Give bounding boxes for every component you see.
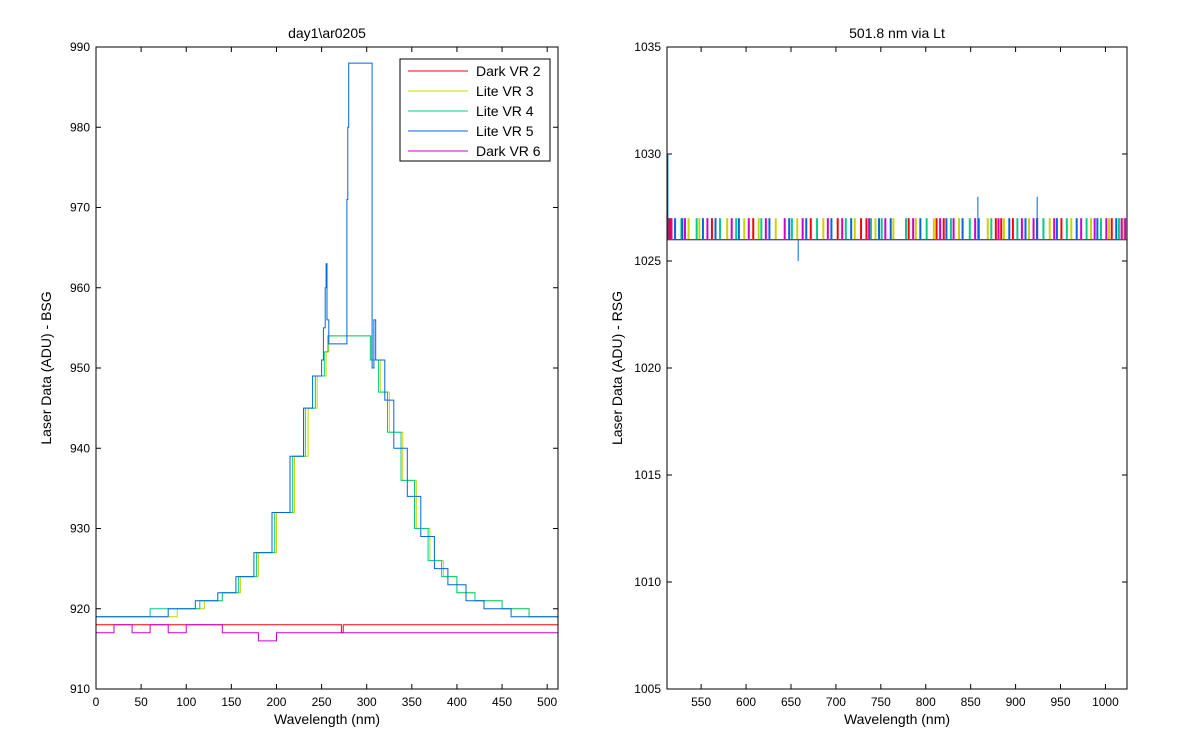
x-tick-label: 800 bbox=[916, 695, 936, 709]
x-tick-label: 1000 bbox=[1092, 695, 1119, 709]
series-line-lite-vr-5 bbox=[96, 62, 558, 618]
x-tick-label: 600 bbox=[736, 695, 756, 709]
x-tick-label: 950 bbox=[1051, 695, 1071, 709]
y-tick-label: 1030 bbox=[634, 147, 661, 161]
x-tick-label: 200 bbox=[266, 695, 286, 709]
chart-title: day1\ar0205 bbox=[288, 25, 366, 41]
x-tick-label: 550 bbox=[691, 695, 711, 709]
x-tick-label: 250 bbox=[312, 695, 332, 709]
x-tick-label: 850 bbox=[961, 695, 981, 709]
x-tick-label: 450 bbox=[492, 695, 512, 709]
series-line-lite-vr-4 bbox=[96, 335, 558, 618]
series-group bbox=[667, 154, 1127, 261]
chart-left: 0 50 100 150 200 250 300 350 400 450 500 910 920 930 9… bbox=[38, 25, 559, 727]
y-tick-label: 1020 bbox=[634, 361, 661, 375]
y-tick-label: 950 bbox=[70, 361, 90, 375]
y-tick-label: 910 bbox=[70, 682, 90, 696]
y-tick-label: 970 bbox=[70, 201, 90, 215]
legend: Dark VR 2 Lite VR 3 Lite VR 4 Lite VR 5 Dark… bbox=[399, 58, 551, 162]
legend-box bbox=[399, 58, 551, 162]
y-tick-label: 930 bbox=[70, 522, 90, 536]
series-group bbox=[96, 62, 558, 642]
x-tick-label: 900 bbox=[1006, 695, 1026, 709]
legend-label: Dark VR 2 bbox=[476, 63, 541, 79]
y-tick-label: 940 bbox=[70, 441, 90, 455]
y-tick-label: 960 bbox=[70, 281, 90, 295]
x-tick-label: 750 bbox=[871, 695, 891, 709]
plot-frame bbox=[666, 46, 1128, 690]
plot-area bbox=[667, 47, 1127, 689]
y-axis-label: Laser Data (ADU) - BSG bbox=[38, 291, 54, 444]
y-tick-label: 990 bbox=[70, 40, 90, 54]
x-tick-label: 500 bbox=[537, 695, 557, 709]
x-tick-label: 400 bbox=[447, 695, 467, 709]
y-tick-label: 920 bbox=[70, 602, 90, 616]
y-tick-label: 1025 bbox=[634, 254, 661, 268]
plot-frame bbox=[95, 46, 559, 690]
y-tick-label: 1010 bbox=[634, 575, 661, 589]
y-tick-label: 980 bbox=[70, 120, 90, 134]
y-tick-label: 1005 bbox=[634, 682, 661, 696]
legend-label: Dark VR 6 bbox=[476, 143, 541, 159]
legend-label: Lite VR 5 bbox=[476, 123, 534, 139]
y-tick-label: 1035 bbox=[634, 40, 661, 54]
x-tick-label: 0 bbox=[93, 695, 100, 709]
series-line-dark-vr-6 bbox=[96, 624, 558, 642]
x-tick-label: 300 bbox=[357, 695, 377, 709]
legend-label: Lite VR 4 bbox=[476, 103, 534, 119]
x-tick-label: 650 bbox=[781, 695, 801, 709]
chart-title: 501.8 nm via Lt bbox=[849, 25, 945, 41]
x-tick-label: 50 bbox=[134, 695, 148, 709]
x-axis-label: Wavelength (nm) bbox=[844, 711, 950, 727]
x-axis-label: Wavelength (nm) bbox=[274, 711, 380, 727]
x-tick-label: 700 bbox=[826, 695, 846, 709]
x-tick-label: 350 bbox=[402, 695, 422, 709]
x-tick-label: 150 bbox=[221, 695, 241, 709]
y-tick-label: 1015 bbox=[634, 468, 661, 482]
y-axis-label: Laser Data (ADU) - RSG bbox=[609, 291, 625, 445]
legend-label: Lite VR 3 bbox=[476, 83, 534, 99]
chart-right: 550 600 650 700 750 800 850 900 950 1000 1005 1010 1… bbox=[609, 25, 1128, 727]
x-tick-label: 100 bbox=[176, 695, 196, 709]
